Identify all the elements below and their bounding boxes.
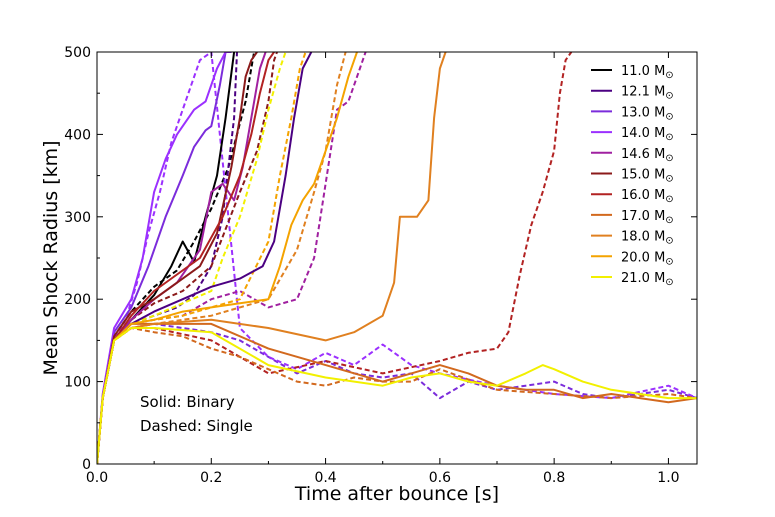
- y-axis-title: Mean Shock Radius [km]: [40, 140, 62, 375]
- legend-label: 15.0 M⊙: [621, 168, 674, 185]
- x-axis-title: Time after bounce [s]: [294, 483, 499, 505]
- y-tick-label: 200: [64, 292, 91, 308]
- annotation-single: Dashed: Single: [140, 417, 253, 435]
- x-tick-label: 0.8: [543, 470, 565, 486]
- y-tick-label: 400: [64, 127, 91, 143]
- series-line-21-0-solid: [97, 327, 697, 464]
- legend: 11.0 M⊙ 12.1 M⊙ 13.0 M⊙ 14.0 M⊙ 14.6 M⊙ 15.0 …: [591, 64, 674, 288]
- legend-label: 17.0 M⊙: [621, 209, 674, 226]
- legend-label: 21.0 M⊙: [621, 271, 674, 288]
- legend-label: 14.0 M⊙: [621, 126, 674, 143]
- legend-label: 13.0 M⊙: [621, 105, 674, 122]
- series-line-15-0-solid: [97, 52, 258, 464]
- x-tick-label: 1.0: [657, 470, 679, 486]
- legend-label: 18.0 M⊙: [621, 230, 674, 247]
- x-tick-label: 0.2: [200, 470, 222, 486]
- legend-label: 16.0 M⊙: [621, 188, 674, 205]
- x-tick-label: 0.0: [86, 470, 108, 486]
- legend-label: 20.0 M⊙: [621, 250, 674, 267]
- y-tick-label: 0: [82, 457, 91, 473]
- legend-label: 14.6 M⊙: [621, 147, 674, 164]
- series-line-14-0-solid: [97, 52, 232, 464]
- legend-label: 11.0 M⊙: [621, 64, 674, 81]
- annotation-binary: Solid: Binary: [140, 393, 235, 411]
- x-tick-label: 0.4: [314, 470, 336, 486]
- y-tick-label: 300: [64, 210, 91, 226]
- series-line-16-0-dashed: [97, 52, 573, 464]
- ticks-layer: 0.0 0.2 0.4 0.6 0.8 1.0 0 100 200 300 400 500: [64, 45, 697, 486]
- series-line-20-0-solid: [97, 52, 358, 464]
- y-tick-label: 100: [64, 375, 91, 391]
- y-tick-label: 500: [64, 45, 91, 61]
- legend-label: 12.1 M⊙: [621, 85, 674, 102]
- x-tick-label: 0.6: [429, 470, 451, 486]
- series-line-17-0-dashed: [97, 327, 697, 464]
- series-layer: [97, 52, 697, 464]
